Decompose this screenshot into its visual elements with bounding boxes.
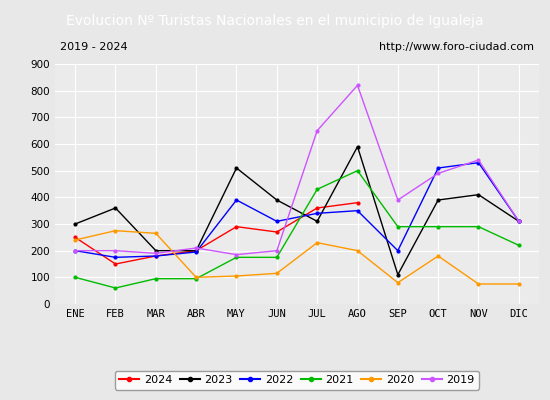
Legend: 2024, 2023, 2022, 2021, 2020, 2019: 2024, 2023, 2022, 2021, 2020, 2019	[115, 371, 479, 390]
Text: http://www.foro-ciudad.com: http://www.foro-ciudad.com	[379, 42, 534, 52]
Text: 2019 - 2024: 2019 - 2024	[60, 42, 128, 52]
Text: Evolucion Nº Turistas Nacionales en el municipio de Igualeja: Evolucion Nº Turistas Nacionales en el m…	[66, 14, 484, 28]
